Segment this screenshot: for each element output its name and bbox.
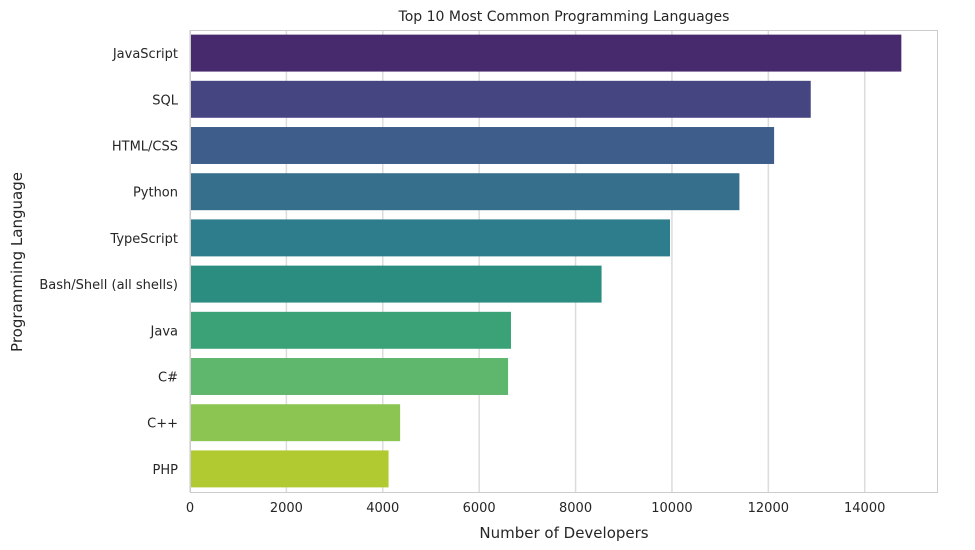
y-tick-label: C# — [158, 371, 178, 386]
bar — [190, 450, 389, 488]
x-tick-label: 12000 — [748, 501, 789, 516]
bar — [190, 80, 811, 118]
x-tick-label: 4000 — [366, 501, 399, 516]
x-tick-labels: 0 2000 4000 6000 8000 10000 12000 14000 — [186, 501, 886, 516]
bar — [190, 404, 401, 442]
x-tick-label: 2000 — [270, 501, 303, 516]
bar — [190, 127, 775, 164]
y-tick-label: PHP — [153, 463, 179, 478]
x-tick-label: 0 — [186, 501, 194, 516]
bar — [190, 34, 902, 72]
plot-frame — [190, 30, 938, 493]
bar — [190, 358, 509, 395]
y-tick-label: TypeScript — [109, 232, 178, 247]
y-tick-label: HTML/CSS — [112, 140, 178, 155]
bar — [190, 219, 671, 257]
bar — [190, 311, 511, 349]
x-tick-label: 8000 — [559, 501, 592, 516]
y-tick-label: Python — [133, 186, 178, 201]
y-tick-label: SQL — [152, 93, 178, 108]
y-tick-labels: JavaScript SQL HTML/CSS Python TypeScript Bas… — [39, 47, 178, 478]
x-tick-label: 14000 — [844, 501, 885, 516]
x-axis-label: Number of Developers — [479, 524, 648, 542]
bar — [190, 173, 740, 211]
y-tick-label: C++ — [147, 417, 178, 432]
bars — [190, 34, 902, 488]
y-axis-label: Programming Language — [8, 172, 26, 352]
x-tick-label: 6000 — [463, 501, 496, 516]
y-tick-label: JavaScript — [112, 47, 178, 62]
bar — [190, 265, 602, 303]
chart-title: Top 10 Most Common Programming Languages — [398, 9, 730, 25]
y-tick-label: Bash/Shell (all shells) — [39, 278, 178, 293]
x-tick-label: 10000 — [651, 501, 692, 516]
y-tick-label: Java — [150, 324, 178, 339]
